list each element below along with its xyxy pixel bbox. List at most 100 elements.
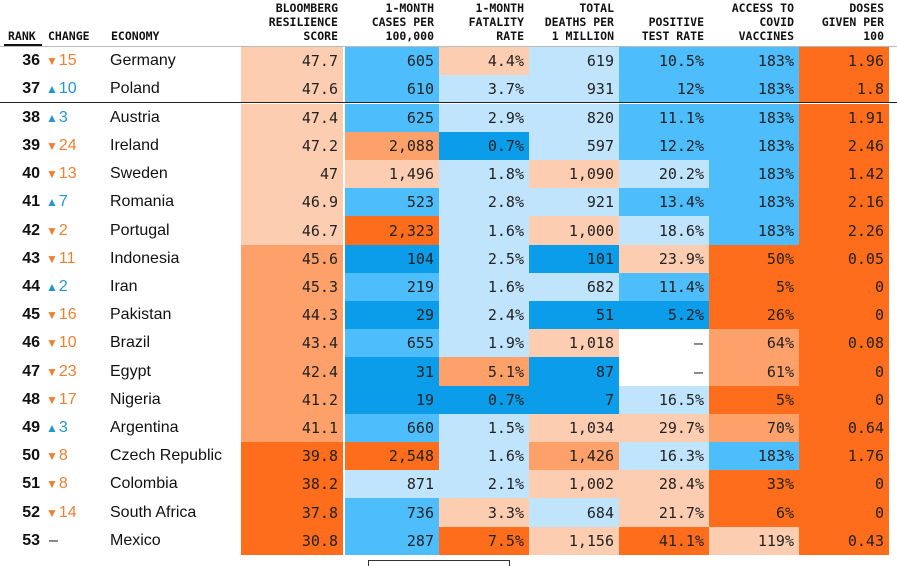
- doses-cell: 1.76: [799, 442, 889, 470]
- header-positive-line: TEST RATE: [641, 29, 704, 43]
- rank-cell: 43: [22, 250, 40, 267]
- cases-cell: 219: [345, 273, 439, 301]
- header-cases-line: CASES PER: [371, 15, 434, 29]
- rank-cell: 47: [22, 362, 40, 380]
- score-cell: 46.7: [241, 216, 343, 245]
- deaths-cell: 1,000: [529, 216, 619, 245]
- doses-cell: 0: [799, 386, 889, 414]
- economy-name: South Africa: [110, 503, 197, 521]
- header-score-line: RESILIENCE: [268, 15, 338, 29]
- table-row: 36 ▼ 15 Germany 47.7 605 4.4% 619 10.5% 183% 1.96: [0, 47, 897, 75]
- table-row: 37 ▲ 10 Poland 47.6 610 3.7% 931 12% 183% 1.8: [0, 75, 897, 103]
- access-cell: 50%: [709, 245, 799, 273]
- header-doses[interactable]: DOSES GIVEN PER 100: [799, 1, 884, 43]
- change-cell: ▲ 2: [46, 273, 106, 301]
- table-row: 48 ▼ 17 Nigeria 41.2 19 0.7% 7 16.5% 5% 0: [0, 386, 897, 414]
- change-cell: ▲ 7: [46, 188, 106, 216]
- header-economy[interactable]: ECONOMY: [111, 29, 159, 43]
- change-cell: ▼ 16: [46, 301, 106, 329]
- positive-cell: –: [619, 357, 709, 386]
- positive-cell: 21.7%: [619, 498, 709, 527]
- doses-cell: 0: [799, 273, 889, 301]
- change-value: 2: [58, 278, 68, 295]
- cases-cell: 610: [345, 75, 439, 103]
- change-cell: ▼ 24: [46, 132, 106, 160]
- header-deaths-line: 1 MILLION: [551, 29, 614, 43]
- group-divider: [0, 102, 897, 103]
- change-cell: ▼ 13: [46, 160, 106, 188]
- access-cell: 70%: [709, 414, 799, 442]
- down-arrow-icon: ▼: [46, 449, 58, 463]
- header-positive-line: POSITIVE: [648, 15, 704, 29]
- economy-name: Czech Republic: [110, 447, 223, 464]
- table-row: 45 ▼ 16 Pakistan 44.3 29 2.4% 51 5.2% 26% 0: [0, 301, 897, 329]
- rank-cell: 53: [22, 532, 40, 549]
- rank-cell: 41: [22, 193, 40, 210]
- rank-cell: 49: [22, 419, 40, 436]
- deaths-cell: 1,090: [529, 160, 619, 188]
- deaths-cell: 682: [529, 273, 619, 301]
- score-cell: 45.6: [241, 245, 343, 273]
- doses-cell: 0.43: [799, 527, 889, 555]
- down-arrow-icon: ▼: [46, 477, 58, 491]
- score-cell: 47.7: [241, 47, 343, 75]
- economy-name: Portugal: [110, 221, 170, 239]
- rank-cell: 51: [22, 475, 40, 492]
- change-value: 10: [58, 334, 77, 351]
- header-change-line: CHANGE: [48, 29, 90, 43]
- header-score[interactable]: BLOOMBERG RESILIENCE SCORE: [241, 1, 338, 43]
- rank-cell: 40: [22, 165, 40, 182]
- header-cases[interactable]: 1-MONTH CASES PER 100,000: [345, 1, 434, 43]
- fatality-cell: 1.9%: [439, 329, 529, 357]
- change-value: 16: [58, 306, 77, 323]
- header-doses-line: GIVEN PER: [821, 15, 884, 29]
- header-access[interactable]: ACCESS TO COVID VACCINES: [709, 1, 794, 43]
- header-positive[interactable]: POSITIVE TEST RATE: [619, 15, 704, 43]
- header-fatality-line: 1-MONTH: [475, 1, 524, 15]
- change-cell: ▼ 2: [46, 216, 106, 245]
- access-cell: 64%: [709, 329, 799, 357]
- score-cell: 42.4: [241, 357, 343, 386]
- fatality-cell: 0.7%: [439, 132, 529, 160]
- up-arrow-icon: ▲: [46, 82, 58, 96]
- score-cell: 47.6: [241, 75, 343, 103]
- doses-cell: 0.64: [799, 414, 889, 442]
- cases-cell: 605: [345, 47, 439, 75]
- access-cell: 183%: [709, 75, 799, 103]
- cases-cell: 29: [345, 301, 439, 329]
- header-deaths[interactable]: TOTAL DEATHS PER 1 MILLION: [529, 1, 614, 43]
- access-cell: 183%: [709, 104, 799, 132]
- access-cell: 33%: [709, 470, 799, 498]
- positive-cell: 11.4%: [619, 273, 709, 301]
- cases-cell: 523: [345, 188, 439, 216]
- up-arrow-icon: ▲: [46, 195, 58, 209]
- doses-cell: 0: [799, 498, 889, 527]
- change-cell: ▼ 14: [46, 498, 106, 527]
- score-cell: 43.4: [241, 329, 343, 357]
- economy-name: Colombia: [110, 475, 178, 492]
- header-rank[interactable]: RANK: [8, 29, 36, 43]
- fatality-cell: 1.6%: [439, 216, 529, 245]
- change-value: 10: [58, 80, 77, 97]
- header-fatality[interactable]: 1-MONTH FATALITY RATE: [439, 1, 524, 43]
- deaths-cell: 1,426: [529, 442, 619, 470]
- doses-cell: 1.8: [799, 75, 889, 103]
- header-score-line: SCORE: [303, 29, 338, 43]
- economy-name: Mexico: [110, 532, 161, 549]
- cases-cell: 104: [345, 245, 439, 273]
- cases-cell: 2,088: [345, 132, 439, 160]
- table-row: 43 ▼ 11 Indonesia 45.6 104 2.5% 101 23.9% 50% 0.05: [0, 245, 897, 273]
- change-value: 24: [58, 137, 77, 154]
- header-divider: [0, 46, 897, 47]
- access-cell: 26%: [709, 301, 799, 329]
- positive-cell: 12.2%: [619, 132, 709, 160]
- rank-cell: 50: [22, 447, 40, 464]
- cases-cell: 655: [345, 329, 439, 357]
- header-change[interactable]: CHANGE: [48, 29, 90, 43]
- positive-cell: 5.2%: [619, 301, 709, 329]
- positive-cell: 20.2%: [619, 160, 709, 188]
- bottom-scroll-tab[interactable]: [368, 560, 510, 566]
- fatality-cell: 2.1%: [439, 470, 529, 498]
- cases-cell: 19: [345, 386, 439, 414]
